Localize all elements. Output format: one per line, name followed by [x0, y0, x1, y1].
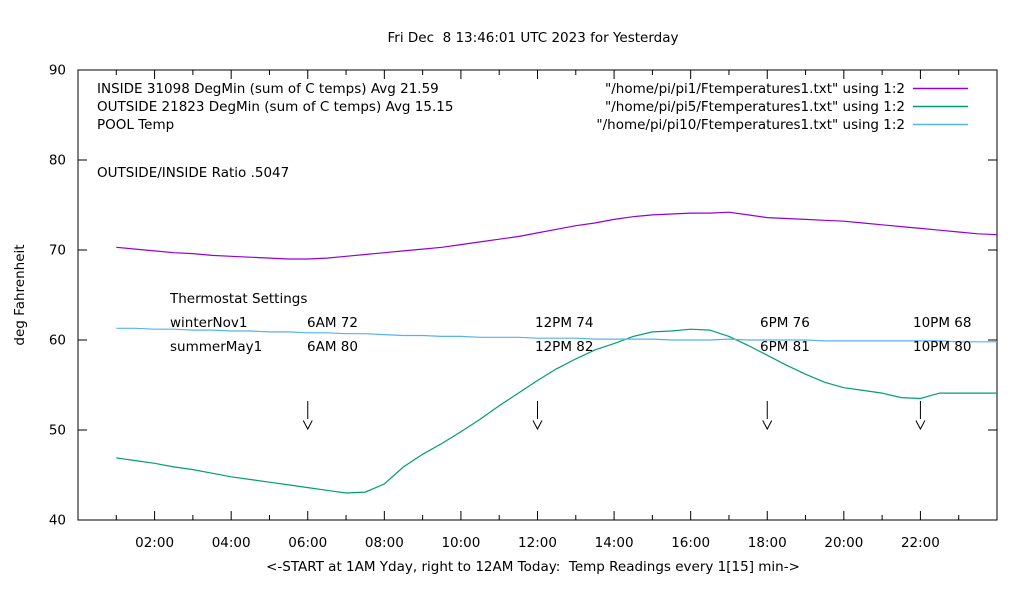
y-tick-label: 40 — [49, 513, 66, 529]
thermostat-header: Thermostat Settings — [169, 291, 307, 307]
axis-ticks — [78, 69, 997, 521]
legend-file-2: "/home/pi/pi10/Ftemperatures1.txt" using… — [596, 117, 905, 133]
thermostat-setting-0-3: 10PM 68 — [913, 315, 971, 331]
x-tick-label: 04:00 — [212, 535, 251, 551]
legend-label-0: INSIDE 31098 DegMin (sum of C temps) Avg… — [97, 81, 439, 97]
x-axis-label: <-START at 1AM Yday, right to 12AM Today… — [266, 559, 800, 575]
x-tick-label: 08:00 — [365, 535, 404, 551]
legend-file-1: "/home/pi/pi5/Ftemperatures1.txt" using … — [605, 99, 905, 115]
y-axis-label: deg Fahrenheit — [12, 244, 28, 345]
thermostat-setting-1-3: 10PM 80 — [913, 339, 971, 355]
series-lines — [116, 211, 998, 494]
legend-label-2: POOL Temp — [97, 117, 174, 133]
arrow-head — [762, 420, 773, 431]
arrow-head — [302, 420, 313, 431]
y-tick-label: 80 — [49, 153, 66, 169]
thermostat-setting-0-1: 12PM 74 — [535, 315, 593, 331]
thermostat-setting-1-1: 12PM 82 — [535, 339, 593, 355]
thermostat-setting-0-2: 6PM 76 — [760, 315, 810, 331]
series-line-pool — [116, 327, 997, 343]
x-tick-label: 22:00 — [901, 535, 940, 551]
thermostat-setting-0-0: 6AM 72 — [307, 315, 358, 331]
arrow-head — [915, 420, 926, 431]
arrow-head — [532, 420, 543, 431]
x-tick-label: 12:00 — [518, 535, 557, 551]
x-tick-label: 16:00 — [671, 535, 710, 551]
y-tick-label: 50 — [49, 423, 66, 439]
thermostat-row-label-1: summerMay1 — [170, 339, 262, 355]
thermostat-setting-1-0: 6AM 80 — [307, 339, 358, 355]
y-tick-label: 60 — [49, 333, 66, 349]
legend: INSIDE 31098 DegMin (sum of C temps) Avg… — [97, 81, 968, 133]
annotations: OUTSIDE/INSIDE Ratio .5047 Thermostat Set… — [97, 165, 971, 355]
x-tick-label: 10:00 — [441, 535, 480, 551]
thermostat-change-arrows — [302, 401, 926, 431]
x-tick-label: 06:00 — [288, 535, 327, 551]
x-tick-label: 18:00 — [748, 535, 787, 551]
x-tick-label: 20:00 — [824, 535, 863, 551]
series-line-outside — [116, 328, 997, 494]
legend-label-1: OUTSIDE 21823 DegMin (sum of C temps) Av… — [97, 99, 453, 115]
y-tick-label: 70 — [49, 243, 66, 259]
x-tick-label: 02:00 — [135, 535, 174, 551]
thermostat-row-label-0: winterNov1 — [170, 315, 247, 331]
y-tick-label: 90 — [49, 63, 66, 79]
legend-file-0: "/home/pi/pi1/Ftemperatures1.txt" using … — [605, 81, 905, 97]
thermostat-setting-1-2: 6PM 81 — [760, 339, 810, 355]
chart-title: Fri Dec 8 13:46:01 UTC 2023 for Yesterda… — [388, 30, 679, 46]
tick-labels: 40 50 60 70 80 90 02:00 04:00 06:00 08:00 10:00 12:… — [49, 63, 940, 552]
ratio-text: OUTSIDE/INSIDE Ratio .5047 — [97, 165, 289, 181]
x-tick-label: 14:00 — [595, 535, 634, 551]
series-line-inside — [116, 211, 998, 260]
